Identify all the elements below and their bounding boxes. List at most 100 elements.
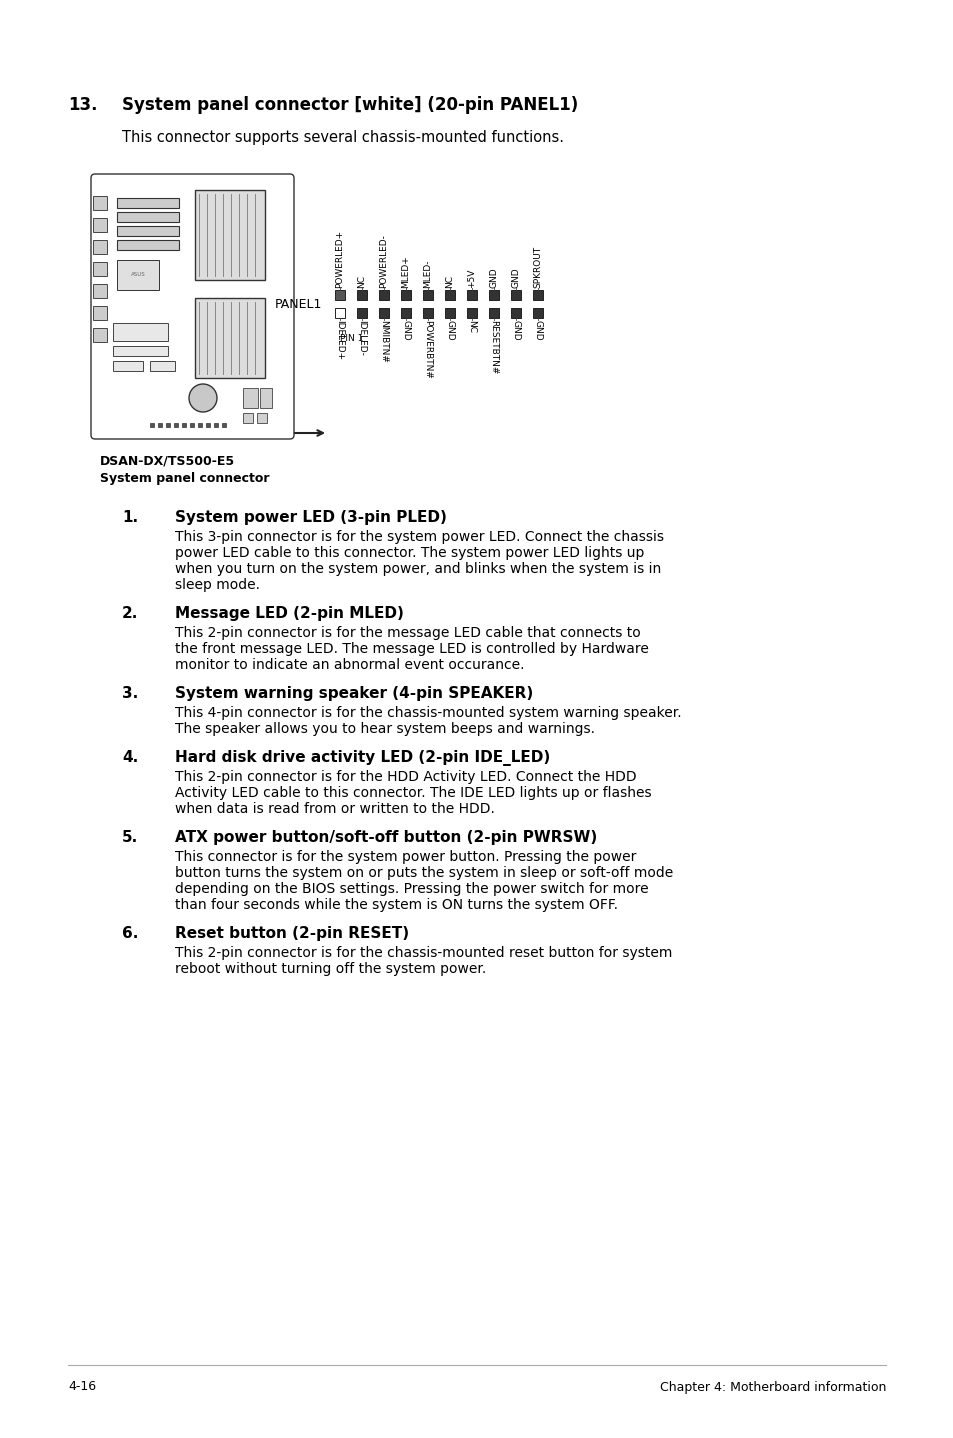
Bar bbox=[92, 306, 107, 321]
Text: This connector supports several chassis-mounted functions.: This connector supports several chassis-… bbox=[122, 129, 563, 145]
Bar bbox=[400, 290, 411, 301]
Text: The speaker allows you to hear system beeps and warnings.: The speaker allows you to hear system be… bbox=[174, 722, 595, 736]
Text: sleep mode.: sleep mode. bbox=[174, 578, 260, 592]
Text: when data is read from or written to the HDD.: when data is read from or written to the… bbox=[174, 802, 495, 815]
FancyBboxPatch shape bbox=[91, 174, 294, 439]
Bar bbox=[206, 423, 210, 427]
Bar bbox=[243, 388, 257, 408]
Text: NC: NC bbox=[467, 321, 476, 334]
Bar bbox=[112, 324, 168, 341]
Text: ASUS: ASUS bbox=[131, 272, 145, 278]
Bar bbox=[194, 190, 265, 280]
Text: 1.: 1. bbox=[122, 510, 138, 525]
Bar bbox=[533, 290, 542, 301]
Text: GND: GND bbox=[511, 321, 520, 341]
Bar bbox=[335, 290, 345, 301]
Text: Hard disk drive activity LED (2-pin IDE_LED): Hard disk drive activity LED (2-pin IDE_… bbox=[174, 751, 550, 766]
Bar bbox=[356, 308, 367, 318]
Text: reboot without turning off the system power.: reboot without turning off the system po… bbox=[174, 962, 486, 976]
Bar bbox=[422, 308, 433, 318]
Bar bbox=[222, 423, 226, 427]
Text: 4.: 4. bbox=[122, 751, 138, 765]
Bar bbox=[467, 308, 476, 318]
Text: This 3-pin connector is for the system power LED. Connect the chassis: This 3-pin connector is for the system p… bbox=[174, 531, 663, 544]
Text: DSAN-DX/TS500-E5: DSAN-DX/TS500-E5 bbox=[100, 454, 234, 467]
Text: POWERLED+: POWERLED+ bbox=[335, 230, 344, 288]
Text: Reset button (2-pin RESET): Reset button (2-pin RESET) bbox=[174, 926, 409, 940]
Bar bbox=[378, 290, 389, 301]
Text: 2.: 2. bbox=[122, 605, 138, 621]
Text: 4-16: 4-16 bbox=[68, 1380, 96, 1393]
Circle shape bbox=[189, 384, 216, 413]
Bar bbox=[92, 283, 107, 298]
Bar bbox=[489, 308, 498, 318]
Text: This 2-pin connector is for the message LED cable that connects to: This 2-pin connector is for the message … bbox=[174, 626, 640, 640]
Bar bbox=[422, 290, 433, 301]
Text: MLED+: MLED+ bbox=[401, 256, 410, 288]
Text: GND: GND bbox=[401, 321, 410, 341]
Bar bbox=[260, 388, 272, 408]
Text: GND: GND bbox=[445, 321, 454, 341]
Bar bbox=[243, 413, 253, 423]
Bar bbox=[92, 262, 107, 276]
Text: Message LED (2-pin MLED): Message LED (2-pin MLED) bbox=[174, 605, 403, 621]
Text: System panel connector [white] (20-pin PANEL1): System panel connector [white] (20-pin P… bbox=[122, 96, 578, 114]
Text: NMIBTN#: NMIBTN# bbox=[379, 321, 388, 362]
Bar bbox=[511, 290, 520, 301]
Text: than four seconds while the system is ON turns the system OFF.: than four seconds while the system is ON… bbox=[174, 897, 618, 912]
Bar bbox=[444, 290, 455, 301]
Text: 13.: 13. bbox=[68, 96, 97, 114]
Bar bbox=[150, 361, 174, 371]
Bar bbox=[213, 423, 218, 427]
Text: NC: NC bbox=[445, 275, 454, 288]
Text: depending on the BIOS settings. Pressing the power switch for more: depending on the BIOS settings. Pressing… bbox=[174, 881, 648, 896]
Bar bbox=[256, 413, 267, 423]
Text: the front message LED. The message LED is controlled by Hardware: the front message LED. The message LED i… bbox=[174, 641, 648, 656]
Text: SPKROUT: SPKROUT bbox=[533, 246, 542, 288]
Text: monitor to indicate an abnormal event occurance.: monitor to indicate an abnormal event oc… bbox=[174, 659, 524, 672]
Bar bbox=[92, 196, 107, 210]
Bar bbox=[117, 198, 179, 209]
Text: This connector is for the system power button. Pressing the power: This connector is for the system power b… bbox=[174, 850, 636, 864]
Bar bbox=[150, 423, 153, 427]
Text: This 2-pin connector is for the HDD Activity LED. Connect the HDD: This 2-pin connector is for the HDD Acti… bbox=[174, 769, 636, 784]
Bar bbox=[112, 361, 143, 371]
Bar bbox=[400, 308, 411, 318]
Text: 3.: 3. bbox=[122, 686, 138, 700]
Bar bbox=[489, 290, 498, 301]
Bar bbox=[533, 308, 542, 318]
Text: 5.: 5. bbox=[122, 830, 138, 846]
Text: 6.: 6. bbox=[122, 926, 138, 940]
Bar bbox=[335, 308, 345, 318]
Text: RESETBTN#: RESETBTN# bbox=[489, 321, 498, 374]
Bar bbox=[117, 240, 179, 250]
Text: GND: GND bbox=[511, 267, 520, 288]
Bar bbox=[511, 308, 520, 318]
Bar bbox=[190, 423, 193, 427]
Text: +5V: +5V bbox=[467, 269, 476, 288]
Text: System panel connector: System panel connector bbox=[100, 472, 269, 485]
Bar bbox=[467, 290, 476, 301]
Bar bbox=[166, 423, 170, 427]
Bar bbox=[92, 219, 107, 232]
Text: IDELED-: IDELED- bbox=[357, 321, 366, 355]
Text: MLED-: MLED- bbox=[423, 259, 432, 288]
Text: GND: GND bbox=[489, 267, 498, 288]
Text: This 2-pin connector is for the chassis-mounted reset button for system: This 2-pin connector is for the chassis-… bbox=[174, 946, 672, 961]
Bar bbox=[117, 226, 179, 236]
Bar bbox=[194, 298, 265, 378]
Text: IDELED+: IDELED+ bbox=[335, 321, 344, 360]
Text: when you turn on the system power, and blinks when the system is in: when you turn on the system power, and b… bbox=[174, 562, 660, 577]
Bar bbox=[356, 290, 367, 301]
Bar bbox=[158, 423, 162, 427]
Text: power LED cable to this connector. The system power LED lights up: power LED cable to this connector. The s… bbox=[174, 546, 643, 559]
Bar bbox=[173, 423, 178, 427]
Text: NC: NC bbox=[357, 275, 366, 288]
Bar bbox=[117, 211, 179, 221]
Text: System warning speaker (4-pin SPEAKER): System warning speaker (4-pin SPEAKER) bbox=[174, 686, 533, 700]
Bar bbox=[198, 423, 202, 427]
Bar bbox=[112, 347, 168, 357]
Text: POWERBTN#: POWERBTN# bbox=[423, 321, 432, 378]
Text: ATX power button/soft-off button (2-pin PWRSW): ATX power button/soft-off button (2-pin … bbox=[174, 830, 597, 846]
Bar bbox=[378, 308, 389, 318]
